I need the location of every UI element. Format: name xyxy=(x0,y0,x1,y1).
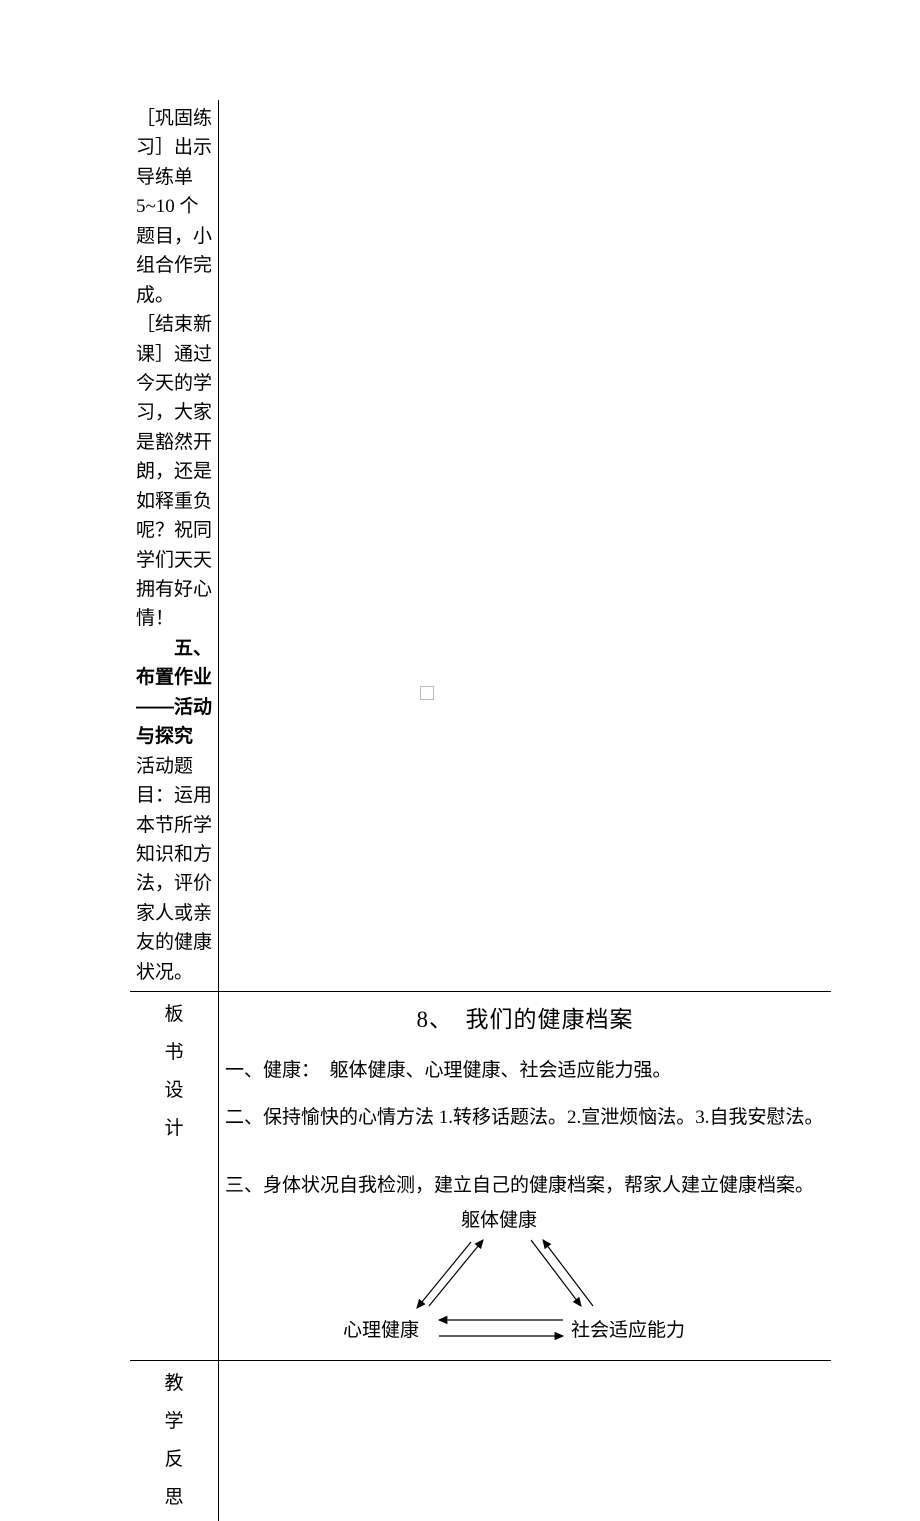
board-design-label-cell: 板 书 设 计 xyxy=(130,992,219,1361)
board-title: 8、 我们的健康档案 xyxy=(225,1002,825,1038)
diagram-node-body: 躯体健康 xyxy=(461,1206,537,1235)
diagram-node-social: 社会适应能力 xyxy=(571,1316,685,1345)
label-char: 学 xyxy=(136,1403,212,1441)
activity-line: 活动题目：运用本节所学知识和方法，评价家人或亲友的健康状况。 xyxy=(136,752,212,988)
practice-line: ［巩固练习］出示导练单 5~10 个题目，小组合作完成。 xyxy=(136,104,212,310)
lesson-plan-table: ［巩固练习］出示导练单 5~10 个题目，小组合作完成。 ［结束新课］通过今天的… xyxy=(130,100,831,1521)
reflection-cell xyxy=(219,1361,832,1521)
closing-line: ［结束新课］通过今天的学习，大家是豁然开朗，还是如释重负呢？祝同学们天天拥有好心… xyxy=(136,310,212,634)
board-point-1: 一、健康： 躯体健康、心理健康、社会适应能力强。 xyxy=(225,1056,825,1085)
label-char: 思 xyxy=(136,1479,212,1517)
reflection-label: 教 学 反 思 xyxy=(136,1365,212,1517)
side-cell-empty xyxy=(219,100,832,992)
page-marker-icon xyxy=(420,686,434,700)
content-cell: ［巩固练习］出示导练单 5~10 个题目，小组合作完成。 ［结束新课］通过今天的… xyxy=(130,100,219,992)
board-design-label: 板 书 设 计 xyxy=(136,996,212,1148)
label-char: 设 xyxy=(136,1072,212,1110)
homework-heading: 五、布置作业——活动与探究 xyxy=(136,634,212,752)
label-char: 书 xyxy=(136,1034,212,1072)
label-char: 教 xyxy=(136,1365,212,1403)
board-point-2: 二、保持愉快的心情方法 1.转移话题法。2.宣泄烦恼法。3.自我安慰法。 xyxy=(225,1103,825,1132)
board-point-3: 三、身体状况自我检测，建立自己的健康档案，帮家人建立健康档案。 xyxy=(225,1171,825,1200)
label-char: 反 xyxy=(136,1441,212,1479)
reflection-label-cell: 教 学 反 思 xyxy=(130,1361,219,1521)
label-char: 板 xyxy=(136,996,212,1034)
health-triangle-diagram: 躯体健康 心理健康 社会适应能力 xyxy=(225,1206,825,1356)
board-design-cell: 8、 我们的健康档案 一、健康： 躯体健康、心理健康、社会适应能力强。 二、保持… xyxy=(219,992,832,1361)
diagram-node-mind: 心理健康 xyxy=(343,1316,419,1345)
label-char: 计 xyxy=(136,1110,212,1148)
